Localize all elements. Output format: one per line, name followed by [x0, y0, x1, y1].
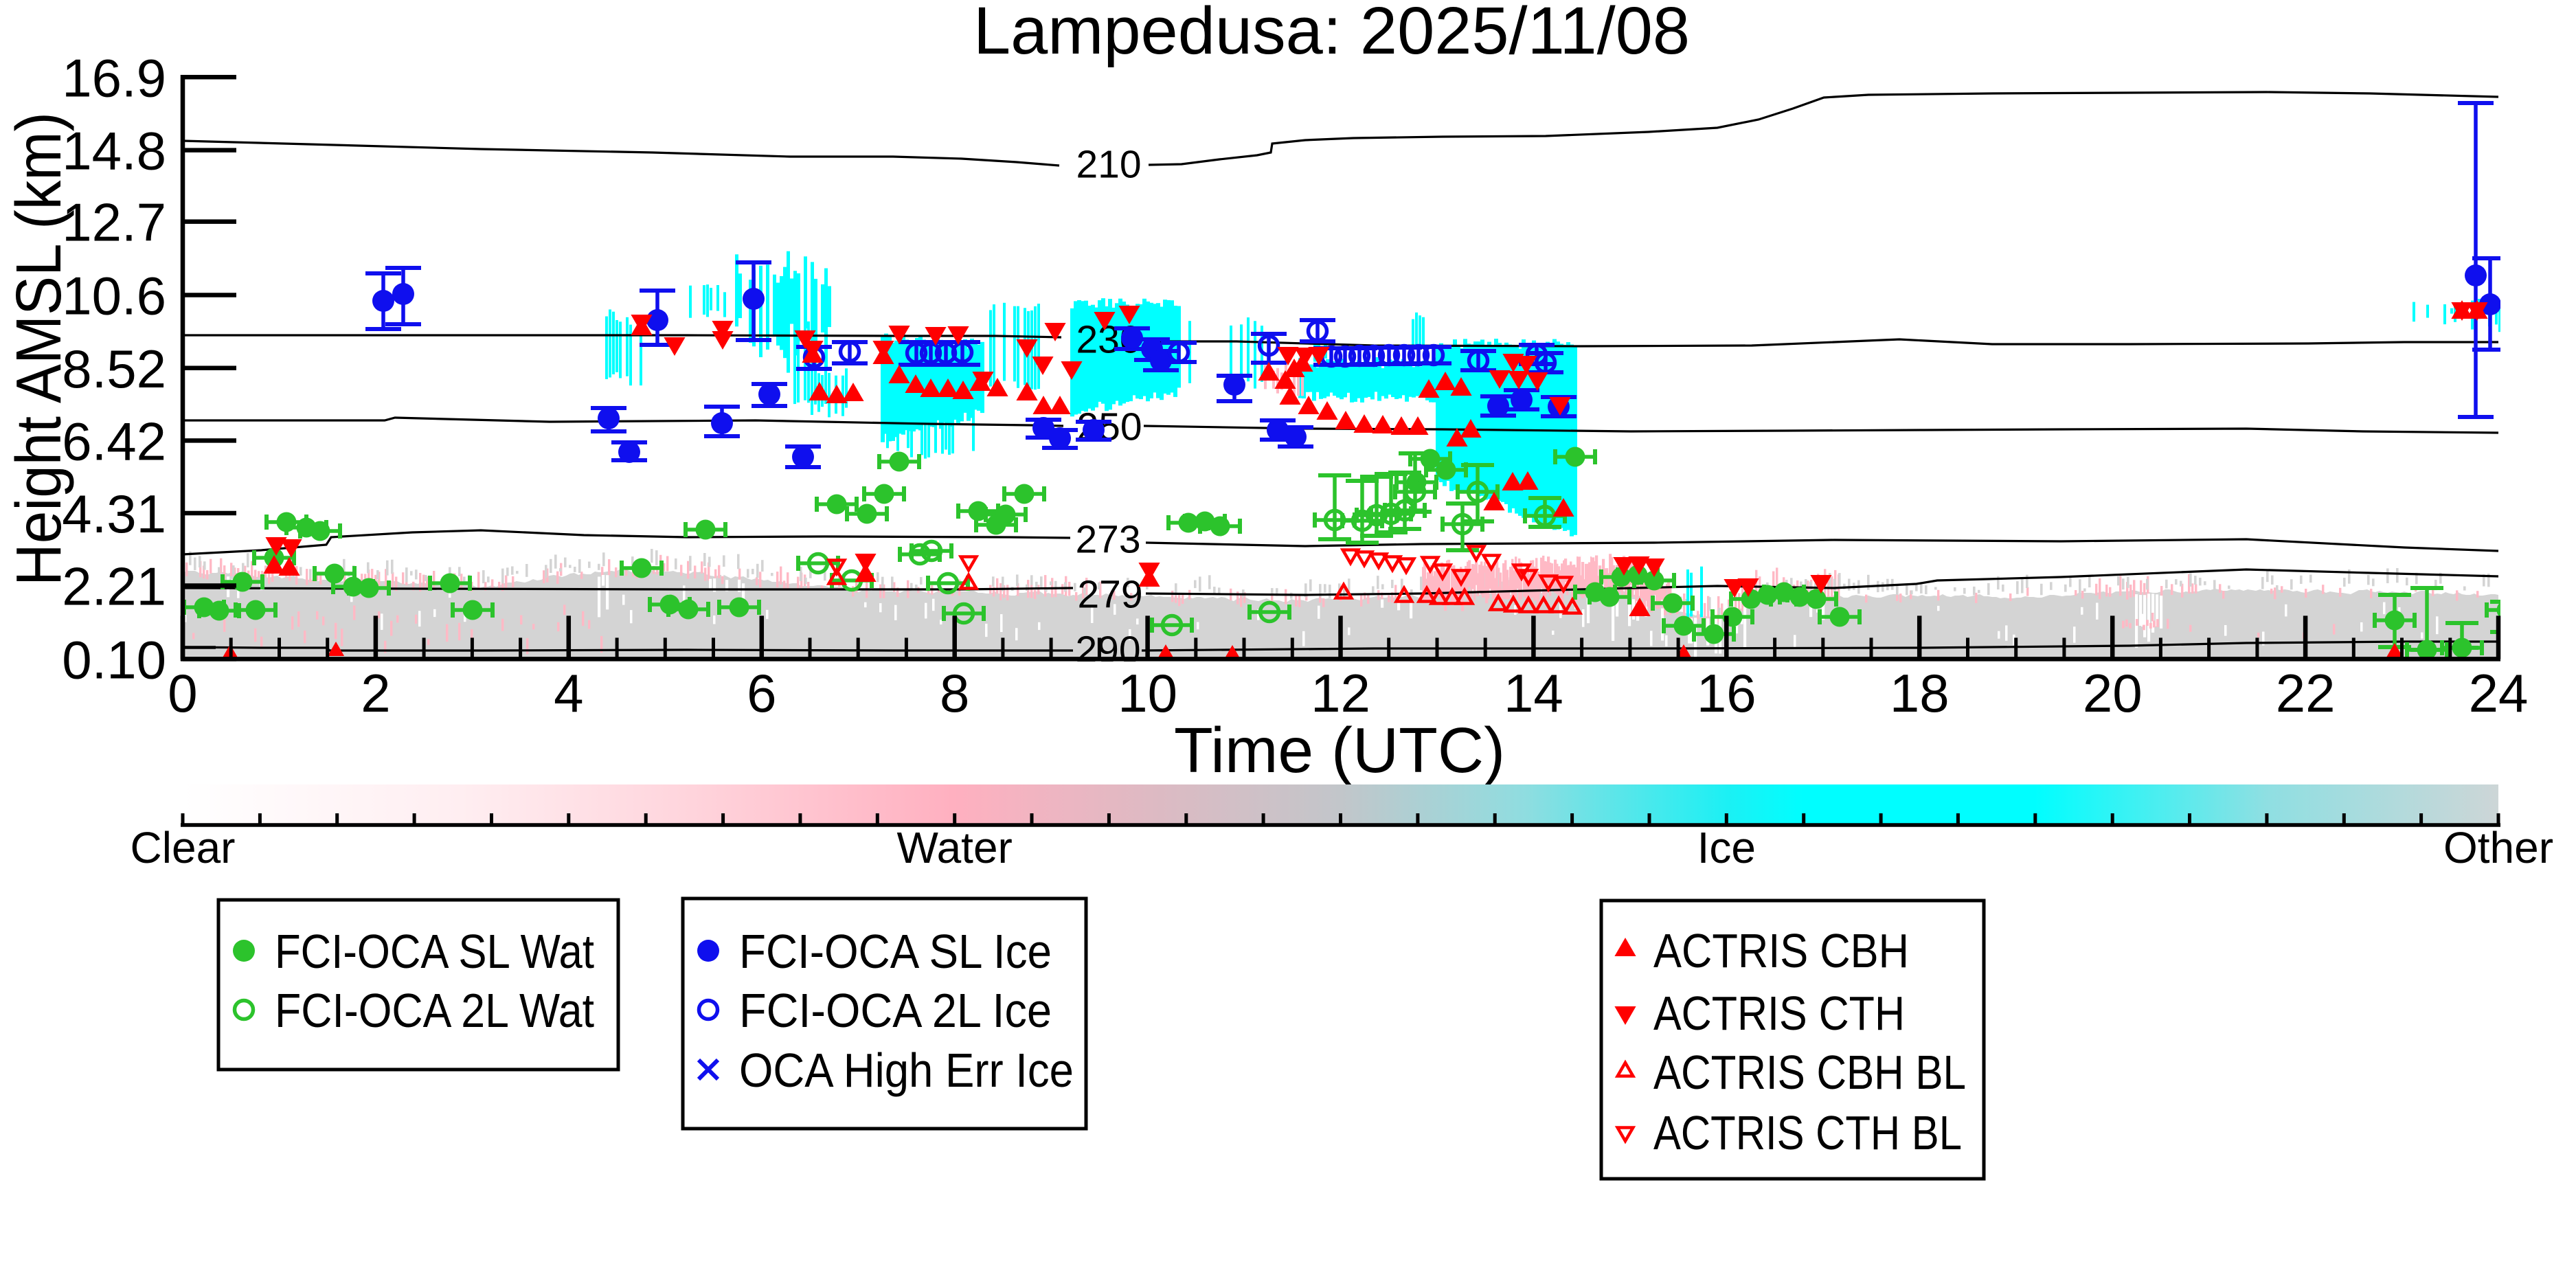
svg-text:Height AMSL (km): Height AMSL (km) [3, 112, 74, 586]
svg-text:0.10: 0.10 [62, 629, 166, 690]
svg-text:18: 18 [1890, 663, 1950, 723]
svg-text:OCA High Err Ice: OCA High Err Ice [739, 1043, 1074, 1097]
svg-text:6: 6 [747, 663, 776, 723]
svg-text:FCI-OCA 2L Ice: FCI-OCA 2L Ice [739, 984, 1052, 1037]
svg-text:24: 24 [2469, 663, 2529, 723]
svg-text:ACTRIS CBH: ACTRIS CBH [1653, 924, 1909, 978]
svg-text:8: 8 [940, 663, 969, 723]
svg-text:290: 290 [1075, 629, 1140, 673]
svg-text:0: 0 [168, 663, 197, 723]
svg-text:Time (UTC): Time (UTC) [1174, 714, 1505, 786]
svg-text:Water: Water [897, 823, 1013, 872]
svg-text:279: 279 [1077, 573, 1142, 617]
svg-text:FCI-OCA SL Wat: FCI-OCA SL Wat [275, 925, 594, 978]
svg-text:4: 4 [554, 663, 583, 723]
svg-text:Other: Other [2443, 823, 2553, 872]
svg-text:ACTRIS CTH: ACTRIS CTH [1653, 986, 1905, 1040]
svg-text:2: 2 [361, 663, 390, 723]
svg-text:20: 20 [2083, 663, 2143, 723]
svg-text:4.31: 4.31 [62, 484, 166, 544]
svg-text:12: 12 [1311, 663, 1370, 723]
svg-text:14.8: 14.8 [62, 121, 166, 181]
svg-text:14: 14 [1504, 663, 1563, 723]
svg-text:ACTRIS CTH BL: ACTRIS CTH BL [1653, 1106, 1962, 1160]
svg-text:16.9: 16.9 [62, 47, 166, 108]
svg-text:210: 210 [1076, 143, 1141, 187]
svg-text:6.42: 6.42 [62, 411, 166, 471]
svg-text:ACTRIS CBH BL: ACTRIS CBH BL [1653, 1046, 1966, 1099]
svg-text:10: 10 [1118, 663, 1177, 723]
svg-text:8.52: 8.52 [62, 339, 166, 399]
svg-text:12.7: 12.7 [62, 192, 166, 253]
svg-text:Ice: Ice [1697, 823, 1756, 872]
svg-text:Lampedusa: 2025/11/08: Lampedusa: 2025/11/08 [973, 0, 1690, 68]
svg-text:FCI-OCA SL Ice: FCI-OCA SL Ice [739, 925, 1052, 978]
svg-text:16: 16 [1697, 663, 1756, 723]
svg-text:2.21: 2.21 [62, 556, 166, 617]
svg-text:FCI-OCA 2L Wat: FCI-OCA 2L Wat [275, 984, 594, 1037]
svg-text:10.6: 10.6 [62, 266, 166, 326]
svg-text:273: 273 [1075, 518, 1140, 562]
svg-text:Clear: Clear [131, 823, 236, 872]
svg-text:22: 22 [2276, 663, 2336, 723]
